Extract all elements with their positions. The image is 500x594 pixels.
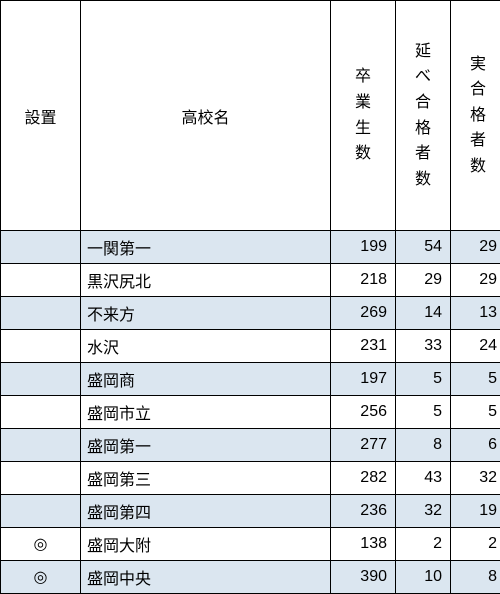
cell-school: 盛岡商 [81, 363, 331, 396]
cell-graduates: 138 [331, 528, 396, 561]
cell-graduates: 256 [331, 396, 396, 429]
cell-installation [1, 231, 81, 264]
cell-graduates: 277 [331, 429, 396, 462]
results-table-wrap: 設置 高校名 卒業生数 延べ合格者数 実合格者数 一関第一1995429黒沢尻北… [0, 0, 500, 581]
col-header-school-label: 高校名 [181, 110, 229, 127]
cell-real-pass: 5 [451, 363, 500, 396]
cell-total-pass: 5 [396, 363, 451, 396]
table-row: 盛岡商19755 [1, 363, 500, 396]
cell-real-pass: 24 [451, 330, 500, 363]
table-row: ◎盛岡中央390108 [1, 561, 500, 594]
cell-real-pass: 32 [451, 462, 500, 495]
table-body: 一関第一1995429黒沢尻北2182929不来方2691413水沢231332… [1, 231, 500, 594]
cell-installation [1, 462, 81, 495]
cell-real-pass: 19 [451, 495, 500, 528]
table-row: 盛岡第四2363219 [1, 495, 500, 528]
col-header-graduates-label: 卒業生数 [335, 9, 391, 222]
cell-total-pass: 33 [396, 330, 451, 363]
table-header-row: 設置 高校名 卒業生数 延べ合格者数 実合格者数 [1, 1, 500, 231]
cell-school: 黒沢尻北 [81, 264, 331, 297]
col-header-real-pass: 実合格者数 [451, 1, 500, 231]
cell-total-pass: 8 [396, 429, 451, 462]
cell-school: 盛岡中央 [81, 561, 331, 594]
cell-total-pass: 5 [396, 396, 451, 429]
table-row: 盛岡市立25655 [1, 396, 500, 429]
table-row: ◎盛岡大附13822 [1, 528, 500, 561]
cell-school: 盛岡第四 [81, 495, 331, 528]
cell-installation [1, 429, 81, 462]
table-row: 水沢2313324 [1, 330, 500, 363]
cell-real-pass: 6 [451, 429, 500, 462]
cell-installation: ◎ [1, 561, 81, 594]
cell-school: 水沢 [81, 330, 331, 363]
cell-school: 盛岡第一 [81, 429, 331, 462]
cell-real-pass: 13 [451, 297, 500, 330]
table-row: 一関第一1995429 [1, 231, 500, 264]
cell-school: 盛岡第三 [81, 462, 331, 495]
cell-total-pass: 10 [396, 561, 451, 594]
cell-total-pass: 43 [396, 462, 451, 495]
cell-total-pass: 54 [396, 231, 451, 264]
cell-graduates: 236 [331, 495, 396, 528]
cell-graduates: 282 [331, 462, 396, 495]
cell-installation [1, 297, 81, 330]
col-header-graduates: 卒業生数 [331, 1, 396, 231]
cell-real-pass: 8 [451, 561, 500, 594]
cell-real-pass: 29 [451, 264, 500, 297]
col-header-installation-label: 設置 [24, 110, 56, 127]
cell-school: 一関第一 [81, 231, 331, 264]
table-row: 盛岡第三2824332 [1, 462, 500, 495]
col-header-total-pass: 延べ合格者数 [396, 1, 451, 231]
table-row: 盛岡第一27786 [1, 429, 500, 462]
cell-graduates: 231 [331, 330, 396, 363]
col-header-real-pass-label: 実合格者数 [455, 9, 500, 222]
cell-graduates: 390 [331, 561, 396, 594]
cell-installation [1, 264, 81, 297]
cell-graduates: 218 [331, 264, 396, 297]
cell-total-pass: 14 [396, 297, 451, 330]
cell-school: 盛岡大附 [81, 528, 331, 561]
cell-total-pass: 2 [396, 528, 451, 561]
col-header-total-pass-label: 延べ合格者数 [400, 9, 446, 222]
cell-graduates: 269 [331, 297, 396, 330]
cell-total-pass: 29 [396, 264, 451, 297]
cell-installation: ◎ [1, 528, 81, 561]
cell-graduates: 197 [331, 363, 396, 396]
table-row: 黒沢尻北2182929 [1, 264, 500, 297]
cell-installation [1, 396, 81, 429]
cell-real-pass: 29 [451, 231, 500, 264]
table-header: 設置 高校名 卒業生数 延べ合格者数 実合格者数 [1, 1, 500, 231]
cell-installation [1, 363, 81, 396]
cell-real-pass: 2 [451, 528, 500, 561]
table-row: 不来方2691413 [1, 297, 500, 330]
cell-total-pass: 32 [396, 495, 451, 528]
cell-school: 盛岡市立 [81, 396, 331, 429]
cell-real-pass: 5 [451, 396, 500, 429]
results-table: 設置 高校名 卒業生数 延べ合格者数 実合格者数 一関第一1995429黒沢尻北… [0, 0, 500, 594]
cell-installation [1, 330, 81, 363]
cell-school: 不来方 [81, 297, 331, 330]
col-header-school: 高校名 [81, 1, 331, 231]
col-header-installation: 設置 [1, 1, 81, 231]
cell-graduates: 199 [331, 231, 396, 264]
cell-installation [1, 495, 81, 528]
